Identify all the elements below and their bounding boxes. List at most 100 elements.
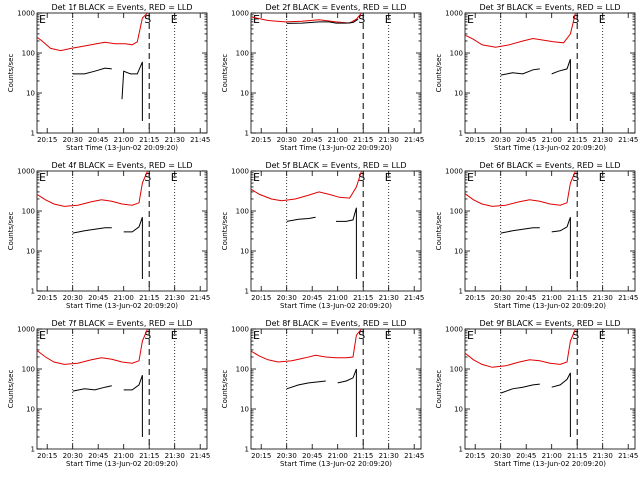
chart-panel-9: Det 9f BLACK = Events, RED = LLD 1 10 100 10… [435,319,638,468]
y-tick-label: 1 [245,288,249,296]
y-tick-label: 10 [26,406,35,414]
y-tick-label: 1000 [17,10,35,18]
lld-series-line [36,12,148,52]
x-tick-label: 20:15 [251,294,271,302]
x-tick-label: 21:00 [114,294,134,302]
events-series-line [336,207,357,279]
y-tick-label: 1 [245,130,249,138]
events-series-line [72,67,112,75]
x-tick-label: 21:45 [618,294,638,302]
end-marker: E [599,329,606,342]
y-tick-label: 10 [454,90,463,98]
x-tick-label: 21:30 [379,136,399,144]
x-tick-label: 20:15 [465,294,485,302]
y-tick-label: 100 [450,366,463,374]
x-tick-label: 21:30 [593,294,613,302]
chart-title: Det 8f BLACK = Events, RED = LLD [265,319,406,328]
x-tick-label: 20:45 [302,452,322,460]
y-tick-label: 10 [26,248,35,256]
x-tick-label: 21:45 [190,452,210,460]
lld-series-line [250,12,362,24]
lld-series-line [250,170,362,202]
x-tick-label: 21:30 [165,452,185,460]
x-tick-label: 21:00 [542,136,562,144]
events-series-line [286,380,326,390]
chart-panel-4: Det 4f BLACK = Events, RED = LLD 1 10 100 10… [7,161,210,310]
x-tick-label: 20:30 [277,136,297,144]
events-series-line [286,18,359,24]
events-series-line [286,216,316,222]
y-tick-label: 10 [26,90,35,98]
lld-series-line [36,328,148,365]
x-tick-label: 21:15 [567,294,587,302]
x-tick-label: 21:30 [165,136,185,144]
end-marker-left: E [39,171,46,184]
x-tick-label: 21:45 [190,294,210,302]
x-tick-label: 21:45 [618,452,638,460]
x-tick-label: 21:15 [139,452,159,460]
events-series-line [500,227,540,234]
x-axis-label: Start Time (13-Jun-02 20:09:20) [280,460,392,468]
y-tick-label: 100 [22,50,35,58]
chart-title: Det 1f BLACK = Events, RED = LLD [51,3,192,12]
end-marker-left: E [467,13,474,26]
events-series-line [551,59,571,121]
plot-frame [464,12,636,134]
x-tick-label: 20:30 [277,294,297,302]
x-tick-label: 21:00 [114,136,134,144]
y-axis-label: Counts/sec [221,370,229,409]
x-tick-label: 21:45 [404,452,424,460]
x-tick-label: 21:45 [618,136,638,144]
y-axis-label: Counts/sec [435,54,443,93]
y-tick-label: 1000 [445,326,463,334]
end-marker-left: E [39,13,46,26]
start-marker: S [572,171,579,184]
plot-frame [250,328,422,450]
y-axis-label: Counts/sec [435,370,443,409]
end-marker: E [599,171,606,184]
y-tick-label: 100 [236,50,249,58]
x-tick-label: 21:30 [379,294,399,302]
y-axis-label: Counts/sec [7,54,15,93]
x-axis-label: Start Time (13-Jun-02 20:09:20) [280,302,392,310]
y-tick-label: 10 [240,90,249,98]
plot-frame [36,12,208,134]
y-axis-label: Counts/sec [221,212,229,251]
x-axis-label: Start Time (13-Jun-02 20:09:20) [494,144,606,152]
end-marker: E [385,171,392,184]
y-tick-label: 1 [459,288,463,296]
x-tick-label: 21:00 [328,136,348,144]
end-marker-left: E [467,171,474,184]
start-marker: S [572,329,579,342]
x-axis-label: Start Time (13-Jun-02 20:09:20) [280,144,392,152]
y-tick-label: 1000 [231,10,249,18]
chart-title: Det 2f BLACK = Events, RED = LLD [265,3,406,12]
y-axis-label: Counts/sec [435,212,443,251]
y-tick-label: 1 [31,288,35,296]
events-series-line [551,372,571,437]
x-tick-label: 20:45 [88,452,108,460]
y-tick-label: 100 [236,366,249,374]
x-tick-label: 20:15 [37,452,57,460]
plot-frame [464,328,636,450]
y-tick-label: 1 [459,446,463,454]
x-tick-label: 21:30 [165,294,185,302]
lld-series-line [250,328,362,363]
events-series-line [337,368,357,437]
end-marker: E [171,329,178,342]
events-series-line [123,375,143,437]
events-series-line [72,227,112,234]
x-tick-label: 20:30 [63,294,83,302]
chart-panel-7: Det 7f BLACK = Events, RED = LLD 1 10 100 10… [7,319,210,468]
x-tick-label: 21:15 [139,294,159,302]
x-tick-label: 21:00 [542,452,562,460]
x-tick-label: 21:15 [567,136,587,144]
y-tick-label: 100 [450,208,463,216]
plot-frame [250,12,422,134]
x-tick-label: 20:15 [251,452,271,460]
y-tick-label: 10 [240,248,249,256]
x-tick-label: 20:45 [302,136,322,144]
end-marker: E [171,171,178,184]
y-tick-label: 1000 [445,168,463,176]
events-series-line [500,68,540,76]
